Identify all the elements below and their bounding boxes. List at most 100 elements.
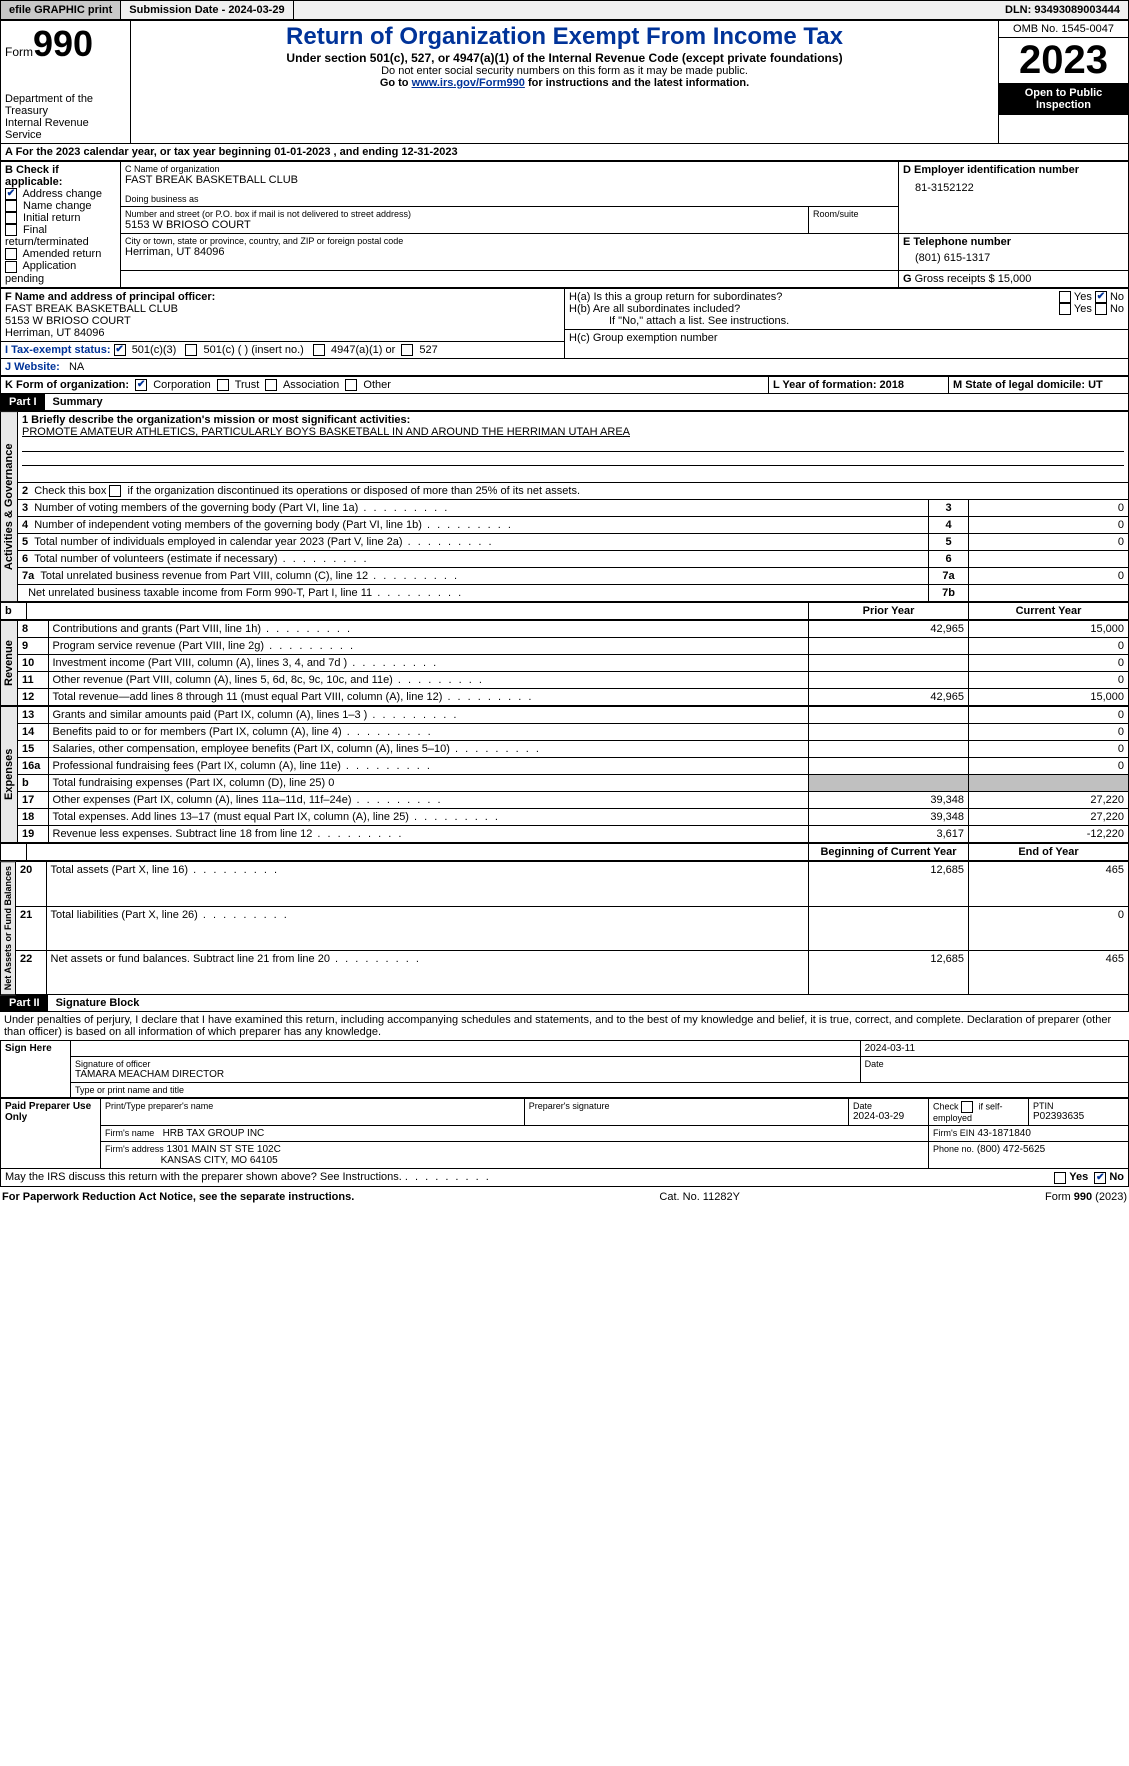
cat-no: Cat. No. 11282Y — [659, 1191, 740, 1203]
no-label: No — [1110, 291, 1124, 303]
c-name-label: C Name of organization — [125, 164, 894, 174]
b-item-1: Name change — [5, 200, 116, 212]
b-checkbox-0[interactable] — [5, 188, 17, 200]
s1-row: 5 Total number of individuals employed i… — [18, 534, 1129, 551]
g-label: G — [903, 273, 912, 285]
discuss-no-checkbox[interactable] — [1094, 1172, 1106, 1184]
k-label: K Form of organization: — [5, 379, 129, 391]
part2-header: Part II — [1, 995, 48, 1011]
hb-note: If "No," attach a list. See instructions… — [569, 315, 1124, 327]
paperwork-notice: For Paperwork Reduction Act Notice, see … — [2, 1191, 354, 1203]
efile-print-button[interactable]: efile GRAPHIC print — [1, 1, 121, 19]
s1-row: Net unrelated business taxable income fr… — [18, 585, 1129, 602]
section-net-assets: Net Assets or Fund Balances — [0, 861, 16, 995]
part1-header: Part I — [1, 394, 45, 410]
prep-date-label: Date — [853, 1101, 924, 1111]
form-990-label: 990 — [1074, 1191, 1092, 1203]
k-assoc-checkbox[interactable] — [265, 379, 277, 391]
summary-row: 16aProfessional fundraising fees (Part I… — [18, 758, 1129, 775]
discontinued-checkbox[interactable] — [109, 485, 121, 497]
summary-row: 20Total assets (Part X, line 16)12,68546… — [16, 862, 1129, 906]
i-501c3-checkbox[interactable] — [114, 344, 126, 356]
b-checkbox-2[interactable] — [5, 212, 17, 224]
prep-name-label: Print/Type preparer's name — [105, 1101, 520, 1111]
part2-title: Signature Block — [48, 995, 148, 1011]
ha-label: H(a) Is this a group return for subordin… — [569, 291, 782, 303]
ptin-label: PTIN — [1033, 1101, 1124, 1111]
b-item-3: Final return/terminated — [5, 224, 116, 248]
klm-block: K Form of organization: Corporation Trus… — [0, 376, 1129, 394]
sign-date: 2024-03-11 — [865, 1043, 915, 1054]
gross-receipts: Gross receipts $ 15,000 — [915, 273, 1032, 285]
sign-here-label: Sign Here — [1, 1041, 71, 1098]
i-501c-checkbox[interactable] — [185, 344, 197, 356]
city-label: City or town, state or province, country… — [125, 236, 894, 246]
s1-row: 6 Total number of volunteers (estimate i… — [18, 551, 1129, 568]
fhij-block: F Name and address of principal officer:… — [0, 288, 1129, 376]
omb-number: OMB No. 1545-0047 — [999, 21, 1128, 38]
form-header: Form990 Department of the Treasury Inter… — [0, 20, 1129, 144]
dln: DLN: 93493089003444 — [997, 1, 1128, 19]
summary-row: 17Other expenses (Part IX, column (A), l… — [18, 792, 1129, 809]
open-public-inspection: Open to Public Inspection — [999, 83, 1128, 115]
summary-row: bTotal fundraising expenses (Part IX, co… — [18, 775, 1129, 792]
m-state-domicile: M State of legal domicile: UT — [953, 379, 1103, 391]
opt-501c3: 501(c)(3) — [132, 344, 177, 356]
opt-trust: Trust — [235, 379, 260, 391]
s1-row: 7a Total unrelated business revenue from… — [18, 568, 1129, 585]
summary-row: 9Program service revenue (Part VIII, lin… — [18, 638, 1129, 655]
section-a-tax-year: A For the 2023 calendar year, or tax yea… — [0, 144, 1129, 161]
k-other-checkbox[interactable] — [345, 379, 357, 391]
end-year-header: End of Year — [969, 844, 1129, 861]
opt-501c: 501(c) ( ) (insert no.) — [204, 344, 304, 356]
section-revenue: Revenue — [0, 620, 18, 706]
dln-label: DLN: — [1005, 4, 1031, 16]
l-year-formation: L Year of formation: 2018 — [773, 379, 904, 391]
k-trust-checkbox[interactable] — [217, 379, 229, 391]
opt-assoc: Association — [283, 379, 339, 391]
k-corp-checkbox[interactable] — [135, 379, 147, 391]
hb-no-checkbox[interactable] — [1095, 303, 1107, 315]
yes-label-2: Yes — [1074, 303, 1092, 315]
phone-value: (801) 615-1317 — [903, 248, 1124, 268]
officer-name: TAMARA MEACHAM DIRECTOR — [75, 1069, 856, 1080]
ha-yes-checkbox[interactable] — [1059, 291, 1071, 303]
e-phone-label: E Telephone number — [903, 236, 1124, 248]
discuss-yes-checkbox[interactable] — [1054, 1172, 1066, 1184]
subtitle-2: Do not enter social security numbers on … — [135, 65, 994, 77]
summary-row: 8Contributions and grants (Part VIII, li… — [18, 621, 1129, 638]
firm-name-label: Firm's name — [105, 1128, 154, 1138]
firm-addr2: KANSAS CITY, MO 64105 — [161, 1155, 278, 1166]
goto-pre: Go to — [380, 77, 412, 89]
self-employed-checkbox[interactable] — [961, 1101, 973, 1113]
i-label: I Tax-exempt status: — [5, 344, 111, 356]
discuss-question: May the IRS discuss this return with the… — [5, 1171, 402, 1183]
summary-row: 10Investment income (Part VIII, column (… — [18, 655, 1129, 672]
b-checkbox-5[interactable] — [5, 261, 17, 273]
discuss-row: May the IRS discuss this return with the… — [0, 1169, 1129, 1186]
summary-row: 14Benefits paid to or for members (Part … — [18, 724, 1129, 741]
sig-officer-label: Signature of officer — [75, 1059, 856, 1069]
b-checkbox-1[interactable] — [5, 200, 17, 212]
website-value: NA — [69, 361, 84, 373]
org-name: FAST BREAK BASKETBALL CLUB — [125, 174, 894, 186]
i-527-checkbox[interactable] — [401, 344, 413, 356]
submission-date: Submission Date - 2024-03-29 — [121, 1, 293, 19]
firm-ein-label: Firm's EIN — [933, 1128, 975, 1138]
dln-value: 93493089003444 — [1034, 4, 1120, 16]
yes-label: Yes — [1074, 291, 1092, 303]
irs-link[interactable]: www.irs.gov/Form990 — [412, 77, 525, 89]
ha-no-checkbox[interactable] — [1095, 291, 1107, 303]
principal-officer-address: FAST BREAK BASKETBALL CLUB5153 W BRIOSO … — [5, 303, 560, 339]
opt-corp: Corporation — [153, 379, 210, 391]
hb-yes-checkbox[interactable] — [1059, 303, 1071, 315]
f-label: F Name and address of principal officer: — [5, 291, 215, 303]
dept-treasury: Department of the Treasury Internal Reve… — [5, 93, 126, 141]
section-expenses: Expenses — [0, 706, 18, 843]
perjury-statement: Under penalties of perjury, I declare th… — [0, 1012, 1129, 1040]
hb-label: H(b) Are all subordinates included? — [569, 303, 740, 315]
b-checkbox-4[interactable] — [5, 248, 17, 260]
form-title: Return of Organization Exempt From Incom… — [135, 23, 994, 51]
b-checkbox-3[interactable] — [5, 224, 17, 236]
i-4947-checkbox[interactable] — [313, 344, 325, 356]
